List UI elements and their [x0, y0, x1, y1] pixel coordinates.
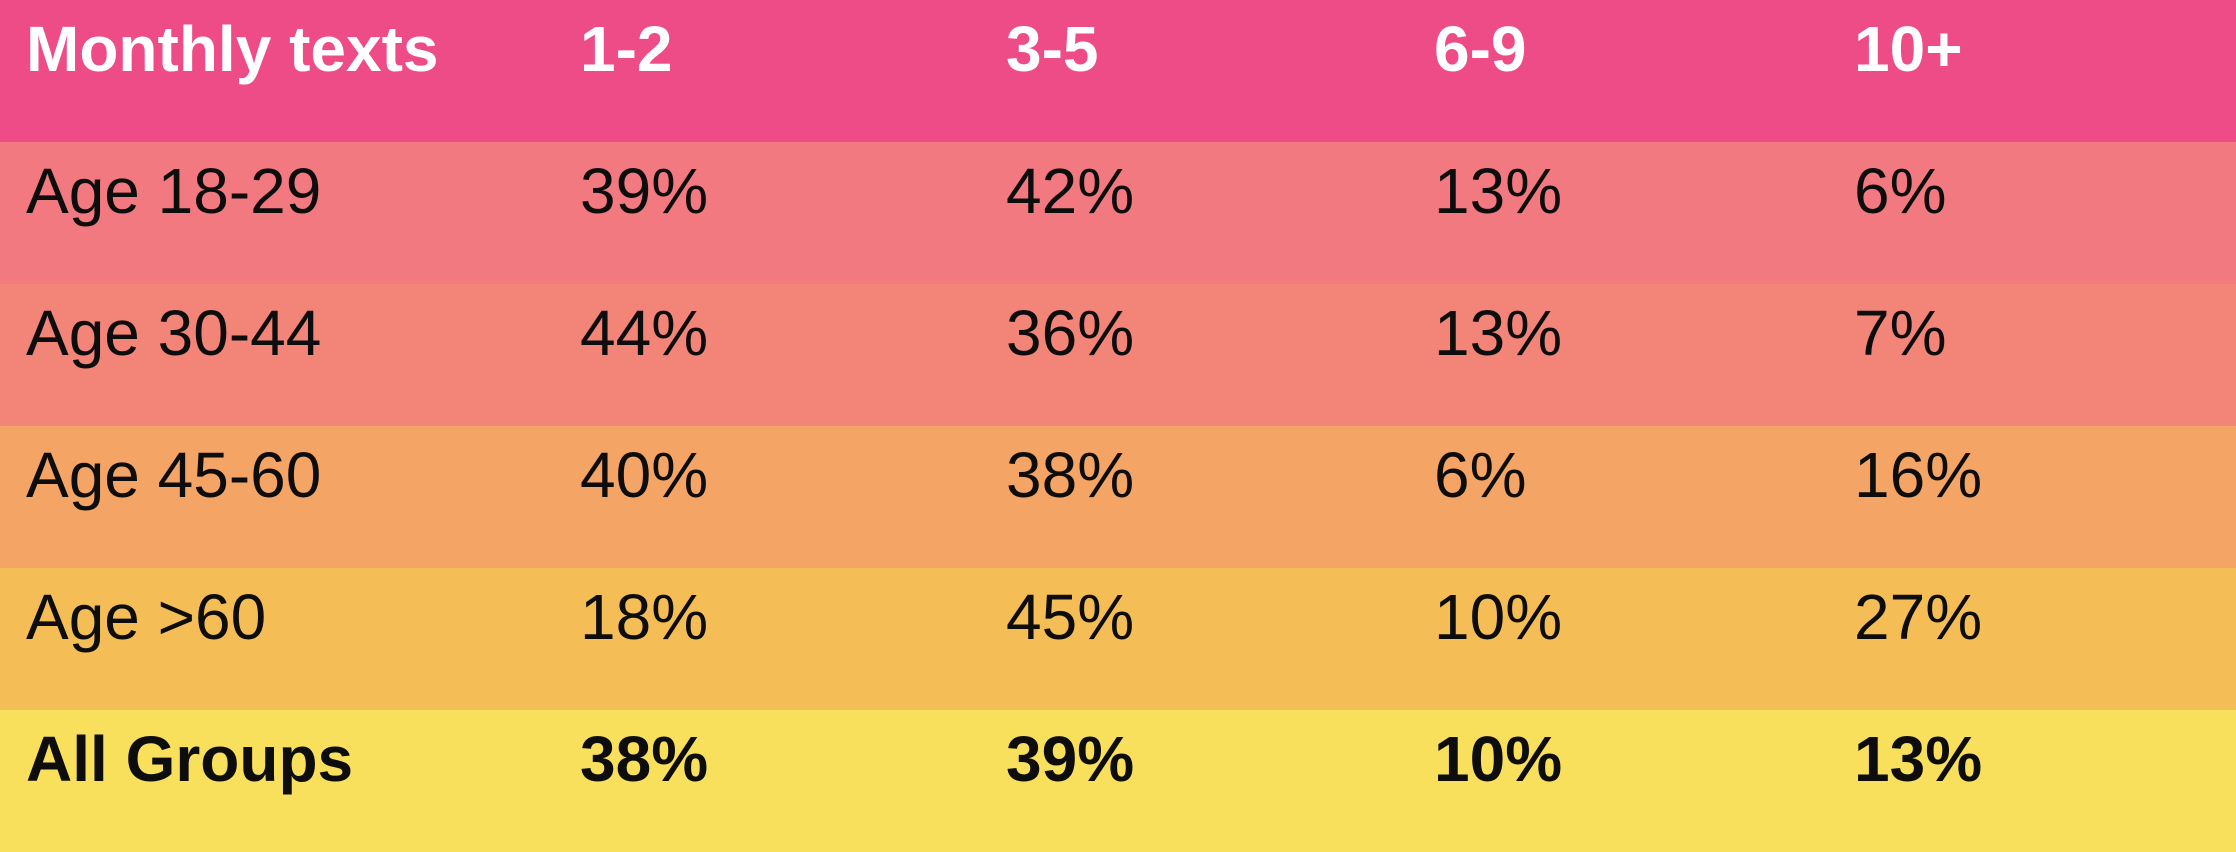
- value-cell: 39%: [1006, 723, 1135, 795]
- value-cell: 44%: [580, 297, 709, 369]
- table-header-row: Monthly texts 1-2 3-5 6-9 10+: [0, 0, 2236, 142]
- value-cell: 10%: [1434, 723, 1563, 795]
- table-row-age-45-60: Age 45-60 40% 38% 6% 16%: [0, 426, 2236, 568]
- value-cell: 42%: [1006, 155, 1135, 227]
- header-cell-3-5: 3-5: [1006, 13, 1099, 85]
- row-label-cell: Age 45-60: [26, 439, 322, 511]
- value-cell: 38%: [580, 723, 709, 795]
- value-cell: 38%: [1006, 439, 1135, 511]
- row-label-cell: All Groups: [26, 723, 354, 795]
- table-row-all-groups: All Groups 38% 39% 10% 13%: [0, 710, 2236, 852]
- value-cell: 6%: [1854, 155, 1947, 227]
- table-row-age-over-60: Age >60 18% 45% 10% 27%: [0, 568, 2236, 710]
- value-cell: 27%: [1854, 581, 1983, 653]
- header-cell-10-plus: 10+: [1854, 13, 1963, 85]
- value-cell: 13%: [1434, 155, 1563, 227]
- header-cell-monthly-texts: Monthly texts: [26, 13, 439, 85]
- value-cell: 10%: [1434, 581, 1563, 653]
- table-row-age-30-44: Age 30-44 44% 36% 13% 7%: [0, 284, 2236, 426]
- value-cell: 45%: [1006, 581, 1135, 653]
- value-cell: 40%: [580, 439, 709, 511]
- value-cell: 16%: [1854, 439, 1983, 511]
- row-label-cell: Age 18-29: [26, 155, 322, 227]
- row-label-cell: Age 30-44: [26, 297, 322, 369]
- value-cell: 7%: [1854, 297, 1947, 369]
- table-row-age-18-29: Age 18-29 39% 42% 13% 6%: [0, 142, 2236, 284]
- header-cell-6-9: 6-9: [1434, 13, 1527, 85]
- value-cell: 13%: [1854, 723, 1983, 795]
- value-cell: 39%: [580, 155, 709, 227]
- value-cell: 6%: [1434, 439, 1527, 511]
- value-cell: 13%: [1434, 297, 1563, 369]
- header-cell-1-2: 1-2: [580, 13, 673, 85]
- value-cell: 18%: [580, 581, 709, 653]
- row-label-cell: Age >60: [26, 581, 267, 653]
- value-cell: 36%: [1006, 297, 1135, 369]
